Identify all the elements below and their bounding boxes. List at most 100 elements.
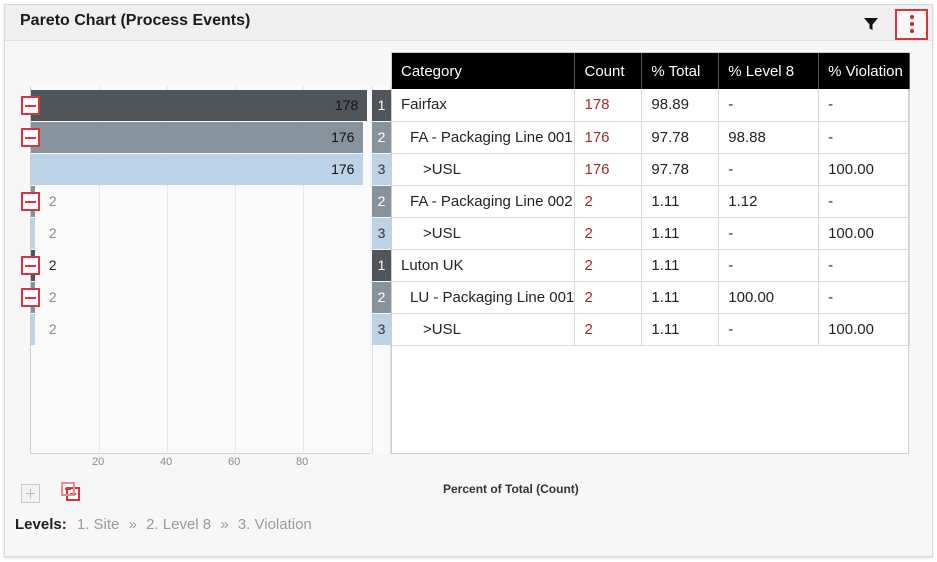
chart-bar[interactable]	[31, 90, 368, 121]
level-indicator: 2	[372, 122, 391, 153]
expand-all-icon[interactable]	[21, 484, 40, 503]
col-level8[interactable]: % Level 8	[718, 53, 820, 89]
cell-count: 2	[574, 249, 643, 282]
level-indicator: 2	[372, 282, 391, 313]
col-count[interactable]: Count	[574, 53, 643, 89]
bar-data-label: 2	[48, 321, 57, 337]
data-table: Category Count % Total % Level 8 % Viola…	[391, 52, 910, 454]
collapse-all-icon[interactable]	[61, 482, 82, 503]
panel-title: Pareto Chart (Process Events)	[20, 12, 251, 29]
cell-category: FA - Packaging Line 001	[392, 121, 576, 154]
cell-level8: -	[718, 313, 820, 346]
level-item-site[interactable]: 1. Site	[76, 516, 120, 533]
dot-icon	[910, 15, 914, 19]
cell-level8: -	[718, 153, 820, 186]
x-tick-label: 40	[160, 456, 173, 468]
col-category[interactable]: Category	[392, 53, 576, 89]
levels-breadcrumb: Levels: 1. Site » 2. Level 8 » 3. Violat…	[15, 516, 312, 533]
bar-data-label: 2	[48, 289, 57, 305]
bar-data-label: 2	[48, 225, 57, 241]
cell-count: 176	[574, 121, 643, 154]
cell-level8: -	[718, 217, 820, 250]
bar-data-label: 178	[334, 97, 359, 113]
table-header-row: Category Count % Total % Level 8 % Viola…	[392, 53, 910, 89]
cell-violation: 100.00	[818, 153, 910, 186]
cell-total: 1.11	[641, 185, 720, 218]
cell-level8: -	[718, 89, 820, 122]
gridline	[167, 86, 168, 454]
level-separator: »	[128, 516, 137, 533]
cell-total: 97.78	[641, 121, 720, 154]
level-indicator: 3	[372, 314, 391, 345]
bar-data-label: 176	[331, 161, 355, 177]
levels-label: Levels:	[15, 516, 67, 533]
table-row[interactable]: Luton UK 2 1.11- -	[392, 249, 910, 282]
level-item-level8[interactable]: 2. Level 8	[146, 516, 212, 533]
table-row[interactable]: Fairfax 178 98.89- -	[392, 89, 910, 122]
collapse-row-icon[interactable]	[21, 256, 40, 275]
cell-category: >USL	[392, 313, 576, 346]
cell-count: 2	[574, 313, 643, 346]
gridline	[303, 86, 304, 454]
x-tick-label: 80	[296, 456, 309, 468]
more-options-button[interactable]	[895, 9, 928, 40]
cell-violation: -	[818, 281, 910, 314]
level-indicator: 3	[372, 218, 391, 249]
chart-bar[interactable]	[31, 314, 35, 345]
cell-violation: 100.00	[818, 313, 910, 346]
dot-icon	[910, 29, 914, 33]
x-tick-label: 20	[92, 456, 105, 468]
cell-level8: -	[718, 249, 820, 282]
level-indicator: 2	[372, 186, 391, 217]
collapse-row-icon[interactable]	[21, 192, 40, 211]
level-item-violation[interactable]: 3. Violation	[237, 516, 312, 533]
cell-violation: 100.00	[818, 217, 910, 250]
table-row[interactable]: LU - Packaging Line 001 2 1.11 100.00-	[392, 281, 910, 314]
cell-level8: 100.00	[718, 281, 820, 314]
gridline	[235, 86, 236, 454]
col-violation[interactable]: % Violation	[818, 53, 910, 89]
level-indicator: 1	[372, 250, 391, 281]
cell-violation: -	[818, 185, 910, 218]
filter-icon[interactable]	[863, 16, 879, 32]
cell-category: >USL	[392, 217, 576, 250]
cell-level8: 98.88	[718, 121, 820, 154]
cell-level8: 1.12	[718, 185, 820, 218]
cell-category: Fairfax	[392, 89, 576, 122]
level-separator: »	[220, 516, 229, 533]
cell-count: 2	[574, 217, 643, 250]
cell-total: 1.11	[641, 249, 720, 282]
level-indicator: 3	[372, 154, 391, 185]
cell-total: 1.11	[641, 281, 720, 314]
table-row[interactable]: >USL 176 97.78-100.00	[392, 153, 910, 186]
chart-bar[interactable]	[31, 218, 35, 249]
chart-bar[interactable]	[31, 122, 364, 153]
dot-icon	[910, 22, 914, 26]
table-row[interactable]: FA - Packaging Line 001 176 97.78 98.88-	[392, 121, 910, 154]
cell-category: LU - Packaging Line 001	[392, 281, 576, 314]
table-row[interactable]: >USL 2 1.11-100.00	[392, 217, 910, 250]
bar-data-label: 2	[48, 193, 57, 209]
panel-header: Pareto Chart (Process Events)	[5, 5, 932, 41]
x-axis-title: Percent of Total (Count)	[443, 482, 579, 496]
cell-total: 1.11	[641, 217, 720, 250]
gridline	[99, 86, 100, 454]
cell-violation: -	[818, 249, 910, 282]
cell-violation: -	[818, 121, 910, 154]
cell-category: FA - Packaging Line 002	[392, 185, 576, 218]
table-row[interactable]: >USL 2 1.11-100.00	[392, 313, 910, 346]
col-total[interactable]: % Total	[641, 53, 720, 89]
chart-bar[interactable]	[31, 154, 364, 185]
cell-total: 98.89	[641, 89, 720, 122]
cell-category: Luton UK	[392, 249, 576, 282]
bar-data-label: 2	[48, 257, 57, 273]
cell-count: 2	[574, 185, 643, 218]
collapse-row-icon[interactable]	[21, 288, 40, 307]
cell-category: >USL	[392, 153, 576, 186]
pareto-chart: 178 176 176 2 2 2 2 2	[30, 86, 370, 454]
collapse-row-icon[interactable]	[21, 96, 40, 115]
level-indicator: 1	[372, 90, 391, 121]
collapse-row-icon[interactable]	[21, 128, 40, 147]
x-tick-label: 60	[228, 456, 241, 468]
table-row[interactable]: FA - Packaging Line 002 2 1.11 1.12-	[392, 185, 910, 218]
